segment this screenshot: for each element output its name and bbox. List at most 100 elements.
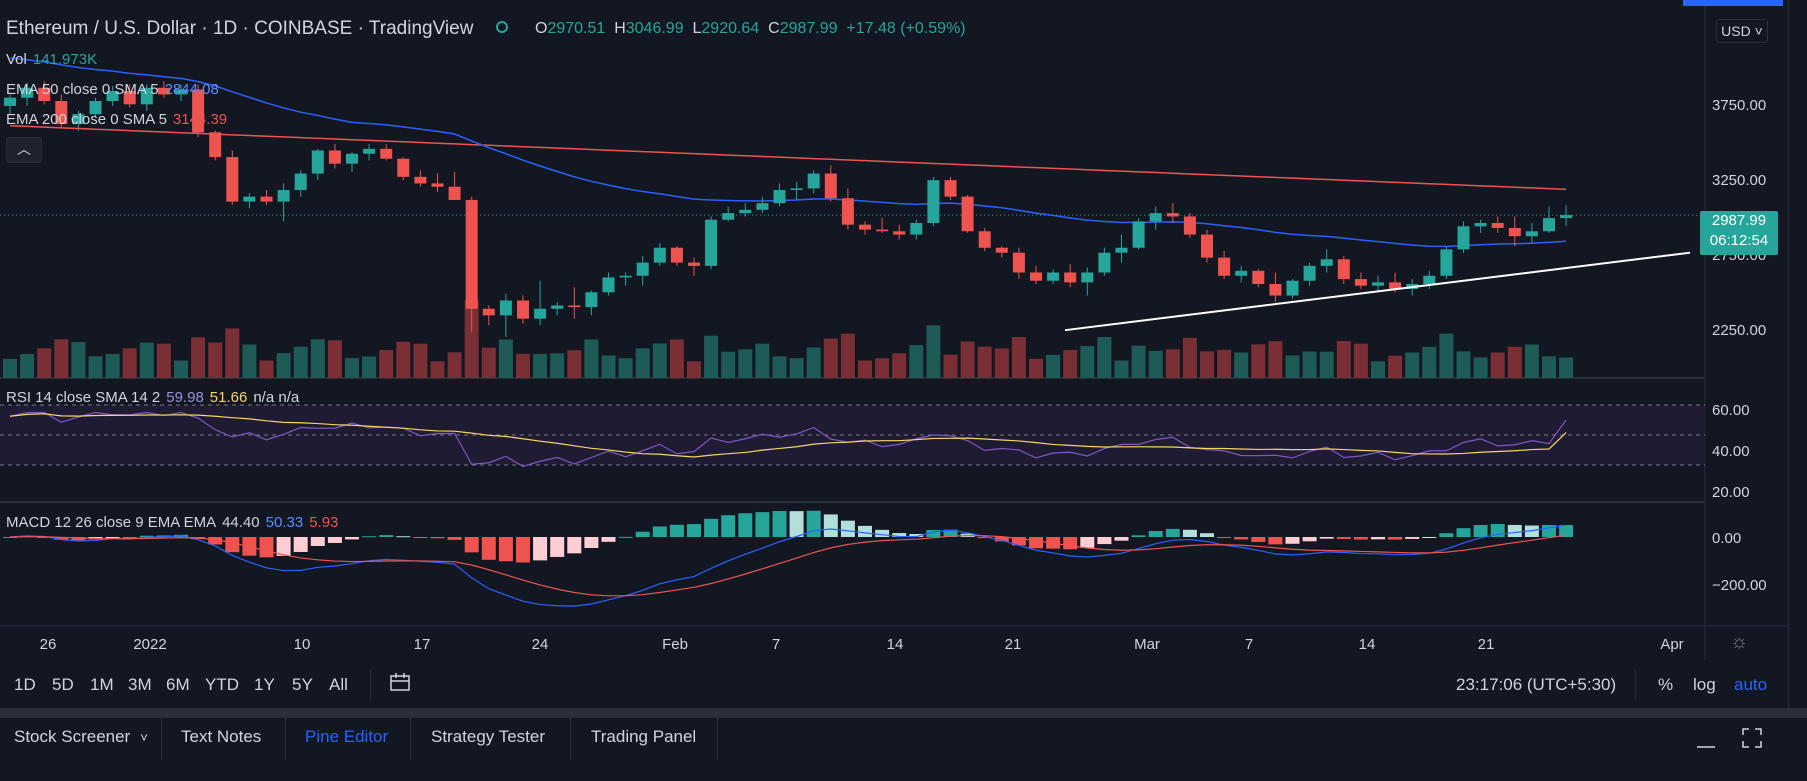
candle (123, 91, 136, 105)
ema200-legend[interactable]: EMA 200 close 0 SMA 5 3144.39 (6, 111, 228, 128)
range-3m-button[interactable]: 3M (128, 675, 152, 694)
macd-signal-line (9, 534, 1567, 597)
range-1y-button[interactable]: 1Y (254, 675, 275, 694)
volume-bar (823, 338, 838, 378)
candle (72, 114, 85, 125)
volume-bar (139, 342, 154, 378)
volume-legend[interactable]: Vol 141.973K (6, 51, 98, 68)
bar-countdown: 06:12:54 (1709, 232, 1769, 249)
market-status-icon[interactable] (496, 21, 508, 33)
volume-bar (943, 354, 958, 378)
macd-histogram-bar (1456, 528, 1471, 537)
volume-bar (20, 354, 35, 378)
candle (414, 176, 427, 184)
volume-bar (909, 345, 924, 378)
range-6m-button[interactable]: 6M (166, 675, 190, 694)
candle (140, 87, 153, 105)
volume-bar (1285, 355, 1300, 378)
candle (1508, 227, 1521, 237)
date-range-icon[interactable] (390, 673, 410, 691)
macd-histogram-bar (669, 524, 684, 537)
macd-histogram-bar (1405, 537, 1420, 539)
time-tick: 17 (413, 636, 431, 653)
macd-histogram-bar (1234, 537, 1249, 540)
candle (89, 101, 102, 115)
candle (790, 188, 803, 191)
chevron-down-icon: ˅ (1750, 23, 1763, 39)
range-all-button[interactable]: All (329, 675, 348, 694)
macd-legend[interactable]: MACD 12 26 close 9 EMA EMA 44.40 50.33 5.93 (6, 514, 339, 531)
percent-scale-toggle[interactable]: % (1658, 675, 1674, 694)
candle (568, 305, 581, 308)
maximize-panel-icon[interactable] (1741, 727, 1763, 749)
macd-histogram-bar (122, 537, 137, 538)
range-1d-button[interactable]: 1D (14, 675, 36, 694)
auto-scale-toggle[interactable]: auto (1734, 675, 1768, 694)
volume-bar (379, 350, 394, 378)
volume-bar (54, 339, 69, 378)
collapse-legend-button[interactable]: ︿ (6, 137, 42, 163)
macd-histogram-bar (345, 537, 359, 540)
time-tick: Mar (1134, 636, 1160, 653)
candle (1183, 216, 1196, 235)
time-tick: Apr (1660, 636, 1684, 653)
macd-histogram-bar (977, 537, 992, 539)
volume-bar (1371, 361, 1385, 378)
volume-bar (105, 354, 120, 378)
clock-readout[interactable]: 23:17:06 (UTC+5:30) (1456, 675, 1617, 694)
volume-bar (293, 346, 308, 378)
ema50-legend[interactable]: EMA 50 close 0 SMA 5 2844.08 (6, 81, 219, 98)
volume-bar (755, 343, 770, 378)
candle (243, 196, 256, 202)
macd-tick: 0.00 (1712, 530, 1742, 547)
range-1m-button[interactable]: 1M (90, 675, 114, 694)
candle (431, 183, 444, 187)
time-tick: 14 (1358, 636, 1376, 653)
range-ytd-button[interactable]: YTD (205, 675, 239, 694)
candle (1235, 270, 1248, 276)
tab-pine-editor[interactable]: Pine Editor (305, 727, 389, 746)
volume-bar (875, 358, 890, 378)
currency-selector[interactable]: USD ˅ (1716, 19, 1768, 43)
candle (1115, 247, 1128, 253)
time-tick: 24 (531, 636, 549, 653)
candle (841, 198, 854, 225)
time-tick: 10 (293, 636, 311, 653)
tab-divider (410, 718, 411, 760)
volume-bar (1114, 360, 1129, 378)
range-5y-button[interactable]: 5Y (292, 675, 313, 694)
settings-gear-icon[interactable]: ☼ (1730, 631, 1749, 653)
candle (995, 247, 1008, 253)
macd-histogram-bar (875, 529, 890, 537)
tab-trading-panel[interactable]: Trading Panel (591, 727, 697, 746)
macd-histogram-bar (1251, 537, 1266, 542)
rsi-legend[interactable]: RSI 14 close SMA 14 2 59.98 51.66 n/a n/a (6, 389, 300, 406)
macd-histogram-bar (652, 526, 667, 537)
macd-histogram-bar (464, 537, 479, 553)
candle (55, 101, 68, 125)
tab-strategy-tester[interactable]: Strategy Tester (431, 727, 546, 746)
tab-stock-screener[interactable]: Stock Screener ˅ (14, 727, 148, 746)
panel-splitter[interactable] (0, 708, 1807, 718)
price-tick: 3250.00 (1712, 172, 1767, 189)
macd-histogram-bar (481, 537, 496, 560)
minimize-panel-icon[interactable] (1695, 731, 1717, 751)
tab-text-notes[interactable]: Text Notes (181, 727, 262, 746)
macd-histogram-bar (1217, 537, 1232, 538)
candle (1543, 218, 1555, 232)
volume-bar (1268, 341, 1283, 378)
volume-bar (174, 360, 188, 378)
tab-divider (717, 718, 718, 760)
volume-bar (789, 358, 804, 378)
symbol-title[interactable]: Ethereum / U.S. Dollar · 1D · COINBASE ·… (6, 18, 474, 39)
range-5d-button[interactable]: 5D (52, 675, 74, 694)
candle (636, 262, 649, 276)
macd-histogram-bar (755, 512, 770, 537)
macd-histogram-bar (550, 537, 565, 557)
log-scale-toggle[interactable]: log (1693, 675, 1716, 694)
macd-histogram-bar (858, 525, 872, 537)
volume-bar (687, 361, 701, 378)
macd-histogram-bar (1542, 525, 1556, 537)
volume-bar (1456, 351, 1471, 378)
